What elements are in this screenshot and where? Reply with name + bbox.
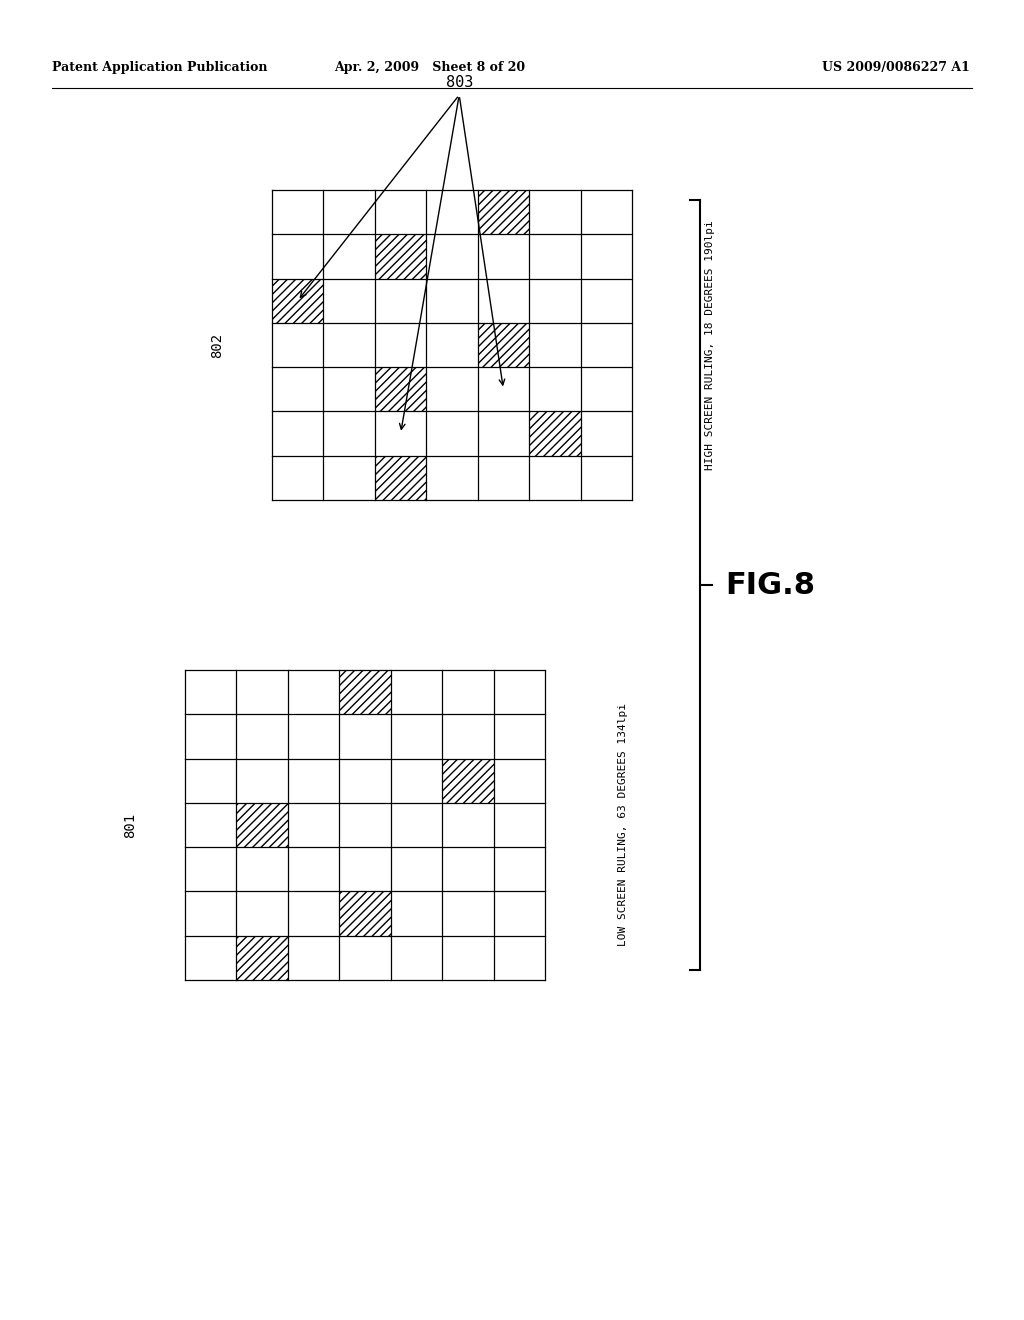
Text: Patent Application Publication: Patent Application Publication	[52, 62, 267, 74]
Bar	[339, 671, 391, 714]
Text: HIGH SCREEN RULING, 18 DEGREES 190lpi: HIGH SCREEN RULING, 18 DEGREES 190lpi	[705, 220, 715, 470]
Bar	[442, 759, 494, 803]
Bar	[185, 671, 545, 979]
Text: Apr. 2, 2009   Sheet 8 of 20: Apr. 2, 2009 Sheet 8 of 20	[335, 62, 525, 74]
Bar	[478, 190, 529, 234]
Bar	[375, 234, 426, 279]
Bar	[375, 367, 426, 412]
Bar	[237, 803, 288, 847]
Text: US 2009/0086227 A1: US 2009/0086227 A1	[822, 62, 970, 74]
Text: FIG.8: FIG.8	[725, 570, 815, 599]
Bar	[272, 279, 324, 323]
Bar	[339, 891, 391, 936]
Text: 801: 801	[123, 812, 137, 838]
Bar	[237, 936, 288, 979]
Bar	[529, 412, 581, 455]
Bar	[272, 190, 632, 500]
Bar	[375, 455, 426, 500]
Text: 802: 802	[210, 333, 224, 358]
Text: LOW SCREEN RULING, 63 DEGREES 134lpi: LOW SCREEN RULING, 63 DEGREES 134lpi	[618, 704, 628, 946]
Bar	[478, 323, 529, 367]
Text: 803: 803	[445, 75, 473, 90]
